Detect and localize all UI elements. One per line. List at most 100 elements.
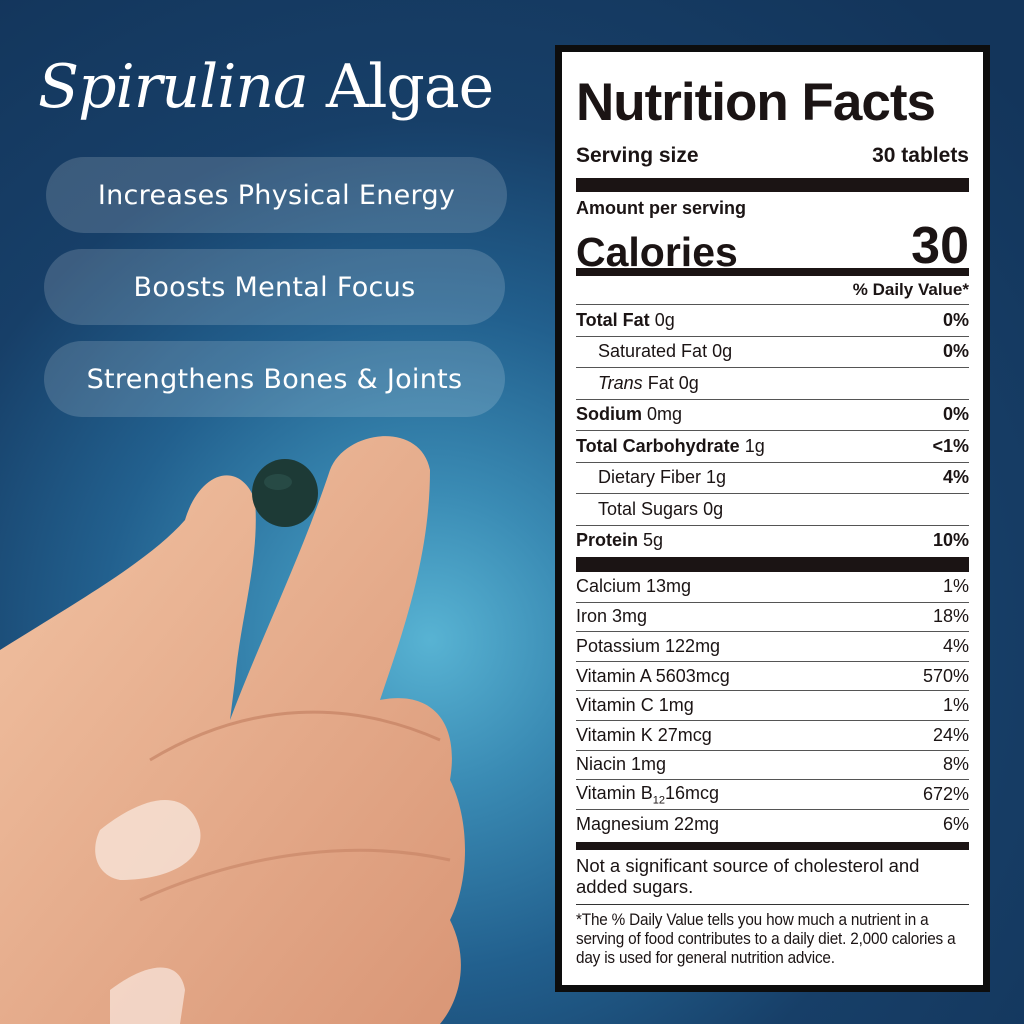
nutrient-amount: 0mg xyxy=(647,404,683,425)
nutrient-amount: 0g xyxy=(678,372,699,393)
nutrient-amount: 16mcg xyxy=(664,782,719,803)
nutrient-row: Protein 5g 10% xyxy=(576,524,969,557)
nutrient-row: Total Carbohydrate 1g <1% xyxy=(576,430,969,462)
divider-medium xyxy=(576,842,969,850)
micronutrient-row: Vitamin C 1mg 1% xyxy=(576,690,969,720)
nutrient-row: Total Sugars 0g xyxy=(576,493,969,525)
nutrient-amount: 1g xyxy=(744,435,765,456)
amount-per-serving: Amount per serving xyxy=(576,198,747,218)
nutrient-dv: 0% xyxy=(942,341,969,362)
daily-value-footnote: *The % Daily Value tells you how much a … xyxy=(576,910,956,967)
nutrient-name: Total Fat 0g xyxy=(576,310,675,331)
micronutrient-row: Vitamin K 27mcg 24% xyxy=(576,719,969,750)
benefit-pill: Strengthens Bones & Joints xyxy=(44,341,505,417)
nutrient-amount: 0g xyxy=(712,341,733,362)
nutrient-label: Niacin 1mg xyxy=(576,754,667,775)
nutrient-label-suffix: Fat xyxy=(647,372,674,393)
divider-medium xyxy=(576,268,969,276)
headline-regular: Algae xyxy=(325,52,494,122)
nutrient-dv: 570% xyxy=(922,665,969,686)
nutrient-dv: 18% xyxy=(932,606,969,627)
divider-thick xyxy=(576,178,969,192)
divider-thin xyxy=(576,904,969,905)
micronutrient-row: Vitamin B1216mcg 672% xyxy=(576,779,969,809)
daily-value-header: % Daily Value* xyxy=(852,280,969,299)
micronutrient-row: Vitamin A 5603mcg 570% xyxy=(576,660,969,691)
nutrient-name: Total Carbohydrate 1g xyxy=(576,436,765,457)
hand-holding-tablet-image xyxy=(0,436,465,1024)
nutrient-dv: 4% xyxy=(942,467,969,488)
headline: Spirulina Algae xyxy=(38,52,494,122)
nutrient-name: Sodium 0mg xyxy=(576,404,682,425)
subscript: 12 xyxy=(652,794,665,807)
nutrient-label: Sodium xyxy=(576,404,642,425)
nutrient-label: Total Sugars xyxy=(598,498,699,519)
nutrient-label: Calcium 13mg xyxy=(576,576,692,597)
nutrient-dv: 8% xyxy=(942,754,969,775)
micronutrient-row: Iron 3mg 18% xyxy=(576,601,969,632)
micronutrient-row: Calcium 13mg 1% xyxy=(576,572,969,602)
nutrient-name: Total Sugars 0g xyxy=(576,499,723,520)
nutrient-dv: 672% xyxy=(922,783,969,804)
nutrient-name: Dietary Fiber 1g xyxy=(576,467,726,488)
nutrient-name: Vitamin A 5603mcg xyxy=(576,666,730,687)
nutrient-dv: 0% xyxy=(942,404,969,425)
nutrient-label: Vitamin B xyxy=(576,782,653,803)
nutrient-name: Vitamin K 27mcg xyxy=(576,725,712,746)
nutrient-name: Magnesium 22mg xyxy=(576,814,719,835)
headline-italic: Spirulina xyxy=(38,52,309,122)
nutrient-label: Vitamin K 27mcg xyxy=(576,724,712,745)
serving-value: 30 tablets xyxy=(872,144,969,167)
divider-thick xyxy=(576,557,969,572)
nutrient-name: Vitamin C 1mg xyxy=(576,695,694,716)
nutrient-dv: 10% xyxy=(932,530,969,551)
nutrient-name: Protein 5g xyxy=(576,530,663,551)
label-title: Nutrition Facts xyxy=(576,73,936,132)
nutrient-name: Vitamin B1216mcg xyxy=(576,783,719,807)
nutrient-dv: 1% xyxy=(942,576,969,597)
nutrient-amount: 1g xyxy=(706,467,727,488)
nutrient-row: Sodium 0mg 0% xyxy=(576,398,969,431)
nutrient-label: Dietary Fiber xyxy=(598,467,702,488)
nutrient-name: Niacin 1mg xyxy=(576,754,666,775)
nutrient-label: Protein xyxy=(576,530,639,551)
nutrient-name: Trans Fat 0g xyxy=(576,373,699,394)
serving-size-row: Serving size 30 tablets xyxy=(576,144,969,168)
nutrient-amount: 0g xyxy=(703,498,724,519)
benefit-pill: Increases Physical Energy xyxy=(46,157,507,233)
nutrient-label: Saturated Fat xyxy=(598,341,708,362)
benefit-pill: Boosts Mental Focus xyxy=(44,249,505,325)
serving-label: Serving size xyxy=(576,144,699,167)
calories-row: Calories 30 xyxy=(576,216,969,276)
nutrition-facts-label: Nutrition Facts Serving size 30 tablets A… xyxy=(555,45,990,992)
calories-value: 30 xyxy=(911,217,969,275)
nutrient-label: Vitamin A 5603mcg xyxy=(576,665,730,686)
nutrient-name: Iron 3mg xyxy=(576,606,647,627)
micro-list: Calcium 13mg 1% Iron 3mg 18% Potassium 122mg… xyxy=(576,572,969,838)
nutrient-label: Total Carbohydrate xyxy=(576,435,740,456)
nutrient-label: Trans xyxy=(598,372,643,393)
nutrient-dv: 0% xyxy=(942,309,969,330)
nutrient-label: Vitamin C 1mg xyxy=(576,695,694,716)
macro-list: Total Fat 0g 0% Saturated Fat 0g 0% Trans Fa… xyxy=(576,304,969,556)
calories-label: Calories xyxy=(576,229,738,275)
nutrient-amount: 5g xyxy=(643,530,664,551)
nutrient-row: Saturated Fat 0g 0% xyxy=(576,335,969,368)
micronutrient-row: Magnesium 22mg 6% xyxy=(576,808,969,839)
micronutrient-row: Potassium 122mg 4% xyxy=(576,631,969,661)
nutrient-dv: 4% xyxy=(942,635,969,656)
nutrient-label: Iron 3mg xyxy=(576,606,648,627)
spirulina-tablet xyxy=(252,459,318,527)
cholesterol-note: Not a significant source of cholesterol … xyxy=(576,855,920,897)
nutrient-label: Potassium 122mg xyxy=(576,635,721,656)
nutrient-name: Saturated Fat 0g xyxy=(576,341,732,362)
nutrient-amount: 0g xyxy=(654,309,675,330)
nutrient-row: Dietary Fiber 1g 4% xyxy=(576,461,969,494)
nutrient-row: Total Fat 0g 0% xyxy=(576,304,969,336)
micronutrient-row: Niacin 1mg 8% xyxy=(576,749,969,780)
nutrient-row: Trans Fat 0g xyxy=(576,367,969,399)
nutrient-name: Potassium 122mg xyxy=(576,636,720,657)
nutrient-name: Calcium 13mg xyxy=(576,576,691,597)
nutrient-dv: <1% xyxy=(932,435,969,456)
nutrient-dv: 24% xyxy=(932,724,969,745)
